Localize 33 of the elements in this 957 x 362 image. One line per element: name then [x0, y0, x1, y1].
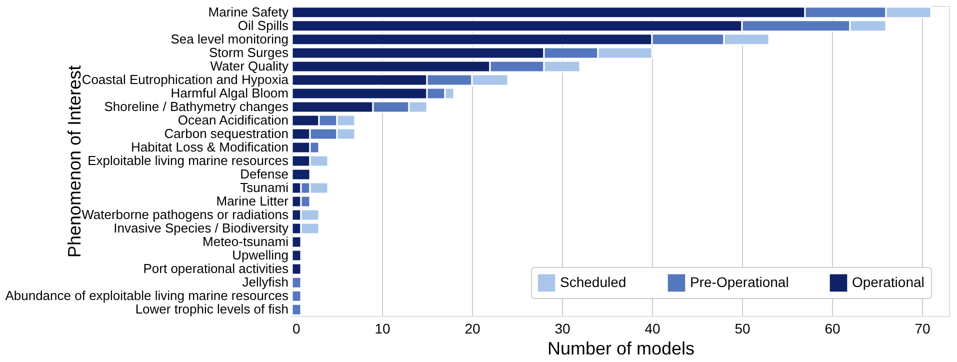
y-tick-label: Upwelling — [232, 248, 288, 263]
x-tick-label: 20 — [464, 320, 480, 336]
x-tick-label: 0 — [292, 320, 300, 336]
y-tick-label: Defense — [240, 166, 288, 182]
legend-label: Operational — [852, 274, 924, 290]
x-tick-label: 10 — [374, 320, 390, 336]
y-tick-label: Marine Safety — [208, 4, 289, 20]
y-tick-label: Oil Spills — [238, 18, 289, 33]
y-tick-label: Shoreline / Bathymetry changes — [104, 98, 289, 114]
y-tick-label: Invasive Species / Biodiversity — [114, 220, 289, 236]
y-tick-label: Habitat Loss & Modification — [130, 139, 288, 154]
y-tick-label: Lower trophic levels of fish — [135, 302, 288, 317]
legend-label: Scheduled — [560, 274, 626, 290]
y-tick-label: Abundance of exploitable living marine resources — [5, 288, 289, 304]
legend-label: Pre-Operational — [690, 274, 789, 290]
y-tick-label: Sea level monitoring — [170, 31, 288, 46]
x-tick-label: 70 — [914, 320, 930, 336]
y-tick-label: Marine Litter — [216, 194, 290, 209]
x-axis-title: Number of models — [547, 338, 695, 358]
y-tick-label: Coastal Eutrophication and Hypoxia — [82, 72, 290, 87]
y-tick-label: Port operational activities — [143, 261, 289, 276]
x-tick-label: 30 — [554, 320, 570, 336]
x-tick-label: 50 — [734, 320, 750, 336]
x-tick-label: 40 — [644, 320, 660, 336]
y-tick-label: Waterborne pathogens or radiations — [82, 207, 289, 222]
y-tick-label: Meteo-tsunami — [202, 234, 289, 250]
y-tick-label: Exploitable living marine resources — [88, 153, 289, 168]
x-tick-label: 60 — [824, 320, 840, 336]
y-tick-label: Water Quality — [210, 58, 289, 74]
y-tick-label: Jellyfish — [242, 274, 288, 290]
y-tick-label: Harmful Algal Bloom — [170, 85, 288, 100]
y-tick-label: Tsunami — [240, 180, 289, 196]
y-tick-label: Carbon sequestration — [164, 126, 288, 141]
